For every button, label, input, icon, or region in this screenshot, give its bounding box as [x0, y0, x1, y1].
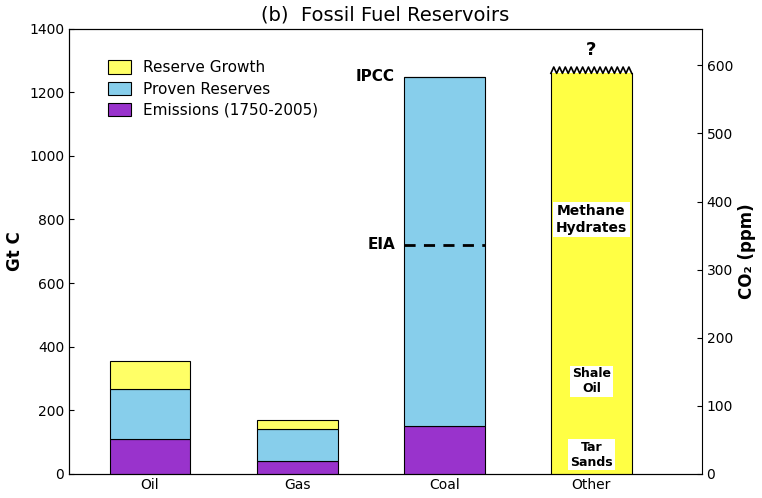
Bar: [551, 73, 632, 474]
Bar: [404, 77, 485, 426]
Legend: Reserve Growth, Proven Reserves, Emissions (1750-2005): Reserve Growth, Proven Reserves, Emissio…: [102, 54, 325, 124]
Text: IPCC: IPCC: [356, 69, 395, 84]
Text: Shale
Oil: Shale Oil: [572, 368, 611, 395]
Bar: [257, 420, 338, 429]
Bar: [110, 361, 190, 389]
Y-axis label: Gt C: Gt C: [5, 232, 24, 271]
Bar: [110, 439, 190, 474]
Text: EIA: EIA: [367, 238, 395, 252]
Text: ?: ?: [586, 41, 597, 59]
Y-axis label: CO₂ (ppm): CO₂ (ppm): [738, 203, 757, 299]
Text: Tar
Sands: Tar Sands: [570, 441, 613, 469]
Bar: [404, 426, 485, 474]
Text: Methane
Hydrates: Methane Hydrates: [555, 204, 627, 235]
Title: (b)  Fossil Fuel Reservoirs: (b) Fossil Fuel Reservoirs: [261, 5, 510, 24]
Bar: [110, 389, 190, 439]
Bar: [257, 461, 338, 474]
Bar: [257, 429, 338, 461]
